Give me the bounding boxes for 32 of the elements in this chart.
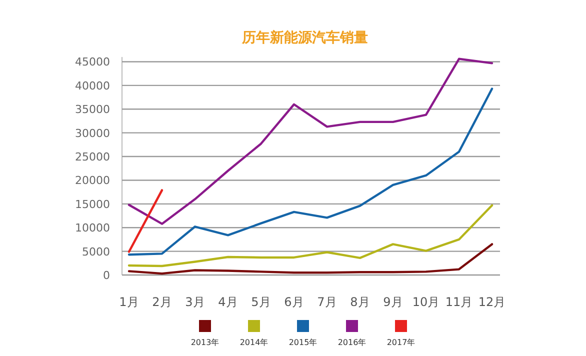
line-series [128, 58, 494, 225]
y-tick-label: 20000 [75, 174, 110, 188]
legend-label: 2014年 [240, 338, 268, 347]
y-tick-label: 10000 [75, 222, 110, 235]
line-series [128, 243, 494, 275]
y-tick-label: 25000 [75, 150, 110, 164]
y-tick-label: 40000 [75, 79, 110, 92]
y-tick-label: 35000 [75, 103, 110, 116]
x-tick-label: 3月 [185, 295, 205, 309]
y-tick-label: 15000 [75, 198, 110, 211]
x-tick-label: 8月 [350, 295, 370, 309]
legend-label: 2016年 [338, 338, 366, 347]
line-series [128, 88, 494, 256]
y-tick-label: 5000 [82, 245, 110, 258]
x-tick-label: 1月 [119, 295, 139, 309]
y-tick-label: 0 [103, 269, 110, 282]
x-tick-label: 11月 [445, 295, 473, 309]
legend-label: 2017年 [386, 338, 416, 347]
legend-label: 2013年 [190, 338, 220, 347]
x-tick-label: 5月 [251, 295, 271, 309]
y-tick-label: 30000 [75, 126, 110, 140]
x-tick-label: 10月 [412, 295, 440, 309]
x-tick-label: 6月 [284, 295, 304, 309]
legend-label: 2015年 [288, 338, 318, 347]
chart-title: 历年新能源汽车销量 [241, 29, 368, 46]
y-tick-label: 45000 [75, 56, 110, 69]
x-tick-label: 9月 [383, 295, 403, 309]
line-series [128, 204, 494, 268]
x-tick-label: 7月 [317, 295, 337, 309]
x-tick-label: 2月 [152, 295, 172, 309]
x-tick-label: 12月 [478, 295, 506, 309]
x-tick-label: 4月 [218, 295, 238, 309]
